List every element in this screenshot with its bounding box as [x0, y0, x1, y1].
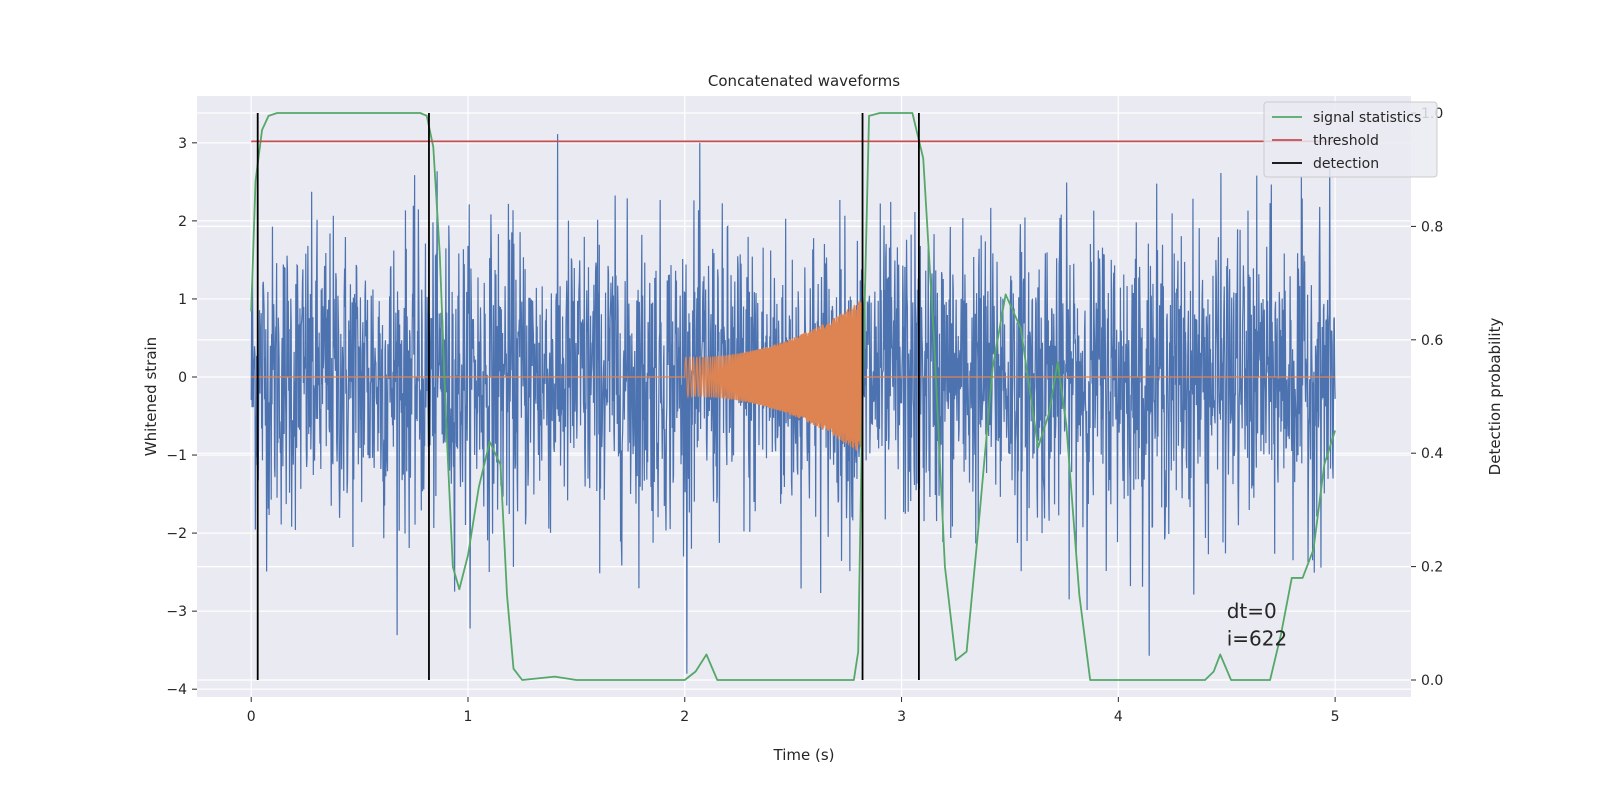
y-tick-label-right: 0.4: [1421, 446, 1443, 462]
series-signal-statistics: [250, 112, 1336, 681]
y-tick-label-left: 2: [178, 214, 187, 230]
legend-label-threshold: threshold: [1313, 133, 1379, 149]
y-tick-label-left: −1: [166, 448, 187, 464]
x-tick-label: 4: [1114, 709, 1123, 725]
annotation-index: i=622: [1227, 626, 1288, 650]
y-tick-label-left: 1: [178, 292, 187, 308]
plot-layer: [250, 112, 1336, 681]
x-tick-label: 3: [897, 709, 906, 725]
y-tick-label-right: 0.2: [1421, 560, 1443, 576]
y-tick-label-right: 0.8: [1421, 219, 1443, 235]
y-axis-left-label: Whitened strain: [142, 337, 160, 456]
x-tick-label: 0: [247, 709, 256, 725]
legend-box: [1263, 101, 1438, 178]
annotation-dt: dt=0: [1227, 599, 1277, 623]
x-axis-label: Time (s): [773, 746, 835, 764]
x-tick-label: 5: [1331, 709, 1340, 725]
y-tick-label-left: −4: [166, 682, 187, 698]
y-tick-label-left: 0: [178, 370, 187, 386]
x-tick-label: 1: [464, 709, 473, 725]
legend: signal statistics threshold detection: [1263, 101, 1438, 178]
legend-label-detection: detection: [1313, 156, 1379, 172]
chart-title: Concatenated waveforms: [708, 72, 900, 90]
y-tick-label-right: 0.0: [1421, 673, 1443, 689]
y-tick-label-left: −3: [166, 604, 187, 620]
y-tick-label-left: 3: [178, 136, 187, 152]
y-tick-label-right: 0.6: [1421, 333, 1443, 349]
annotations: dt=0 i=622: [1227, 599, 1288, 650]
y-tick-label-left: −2: [166, 526, 187, 542]
y-axis-right-label: Detection probability: [1486, 318, 1504, 476]
x-tick-label: 2: [680, 709, 689, 725]
legend-label-signal-statistics: signal statistics: [1313, 110, 1421, 126]
series-injected-chirp: [251, 301, 1336, 452]
